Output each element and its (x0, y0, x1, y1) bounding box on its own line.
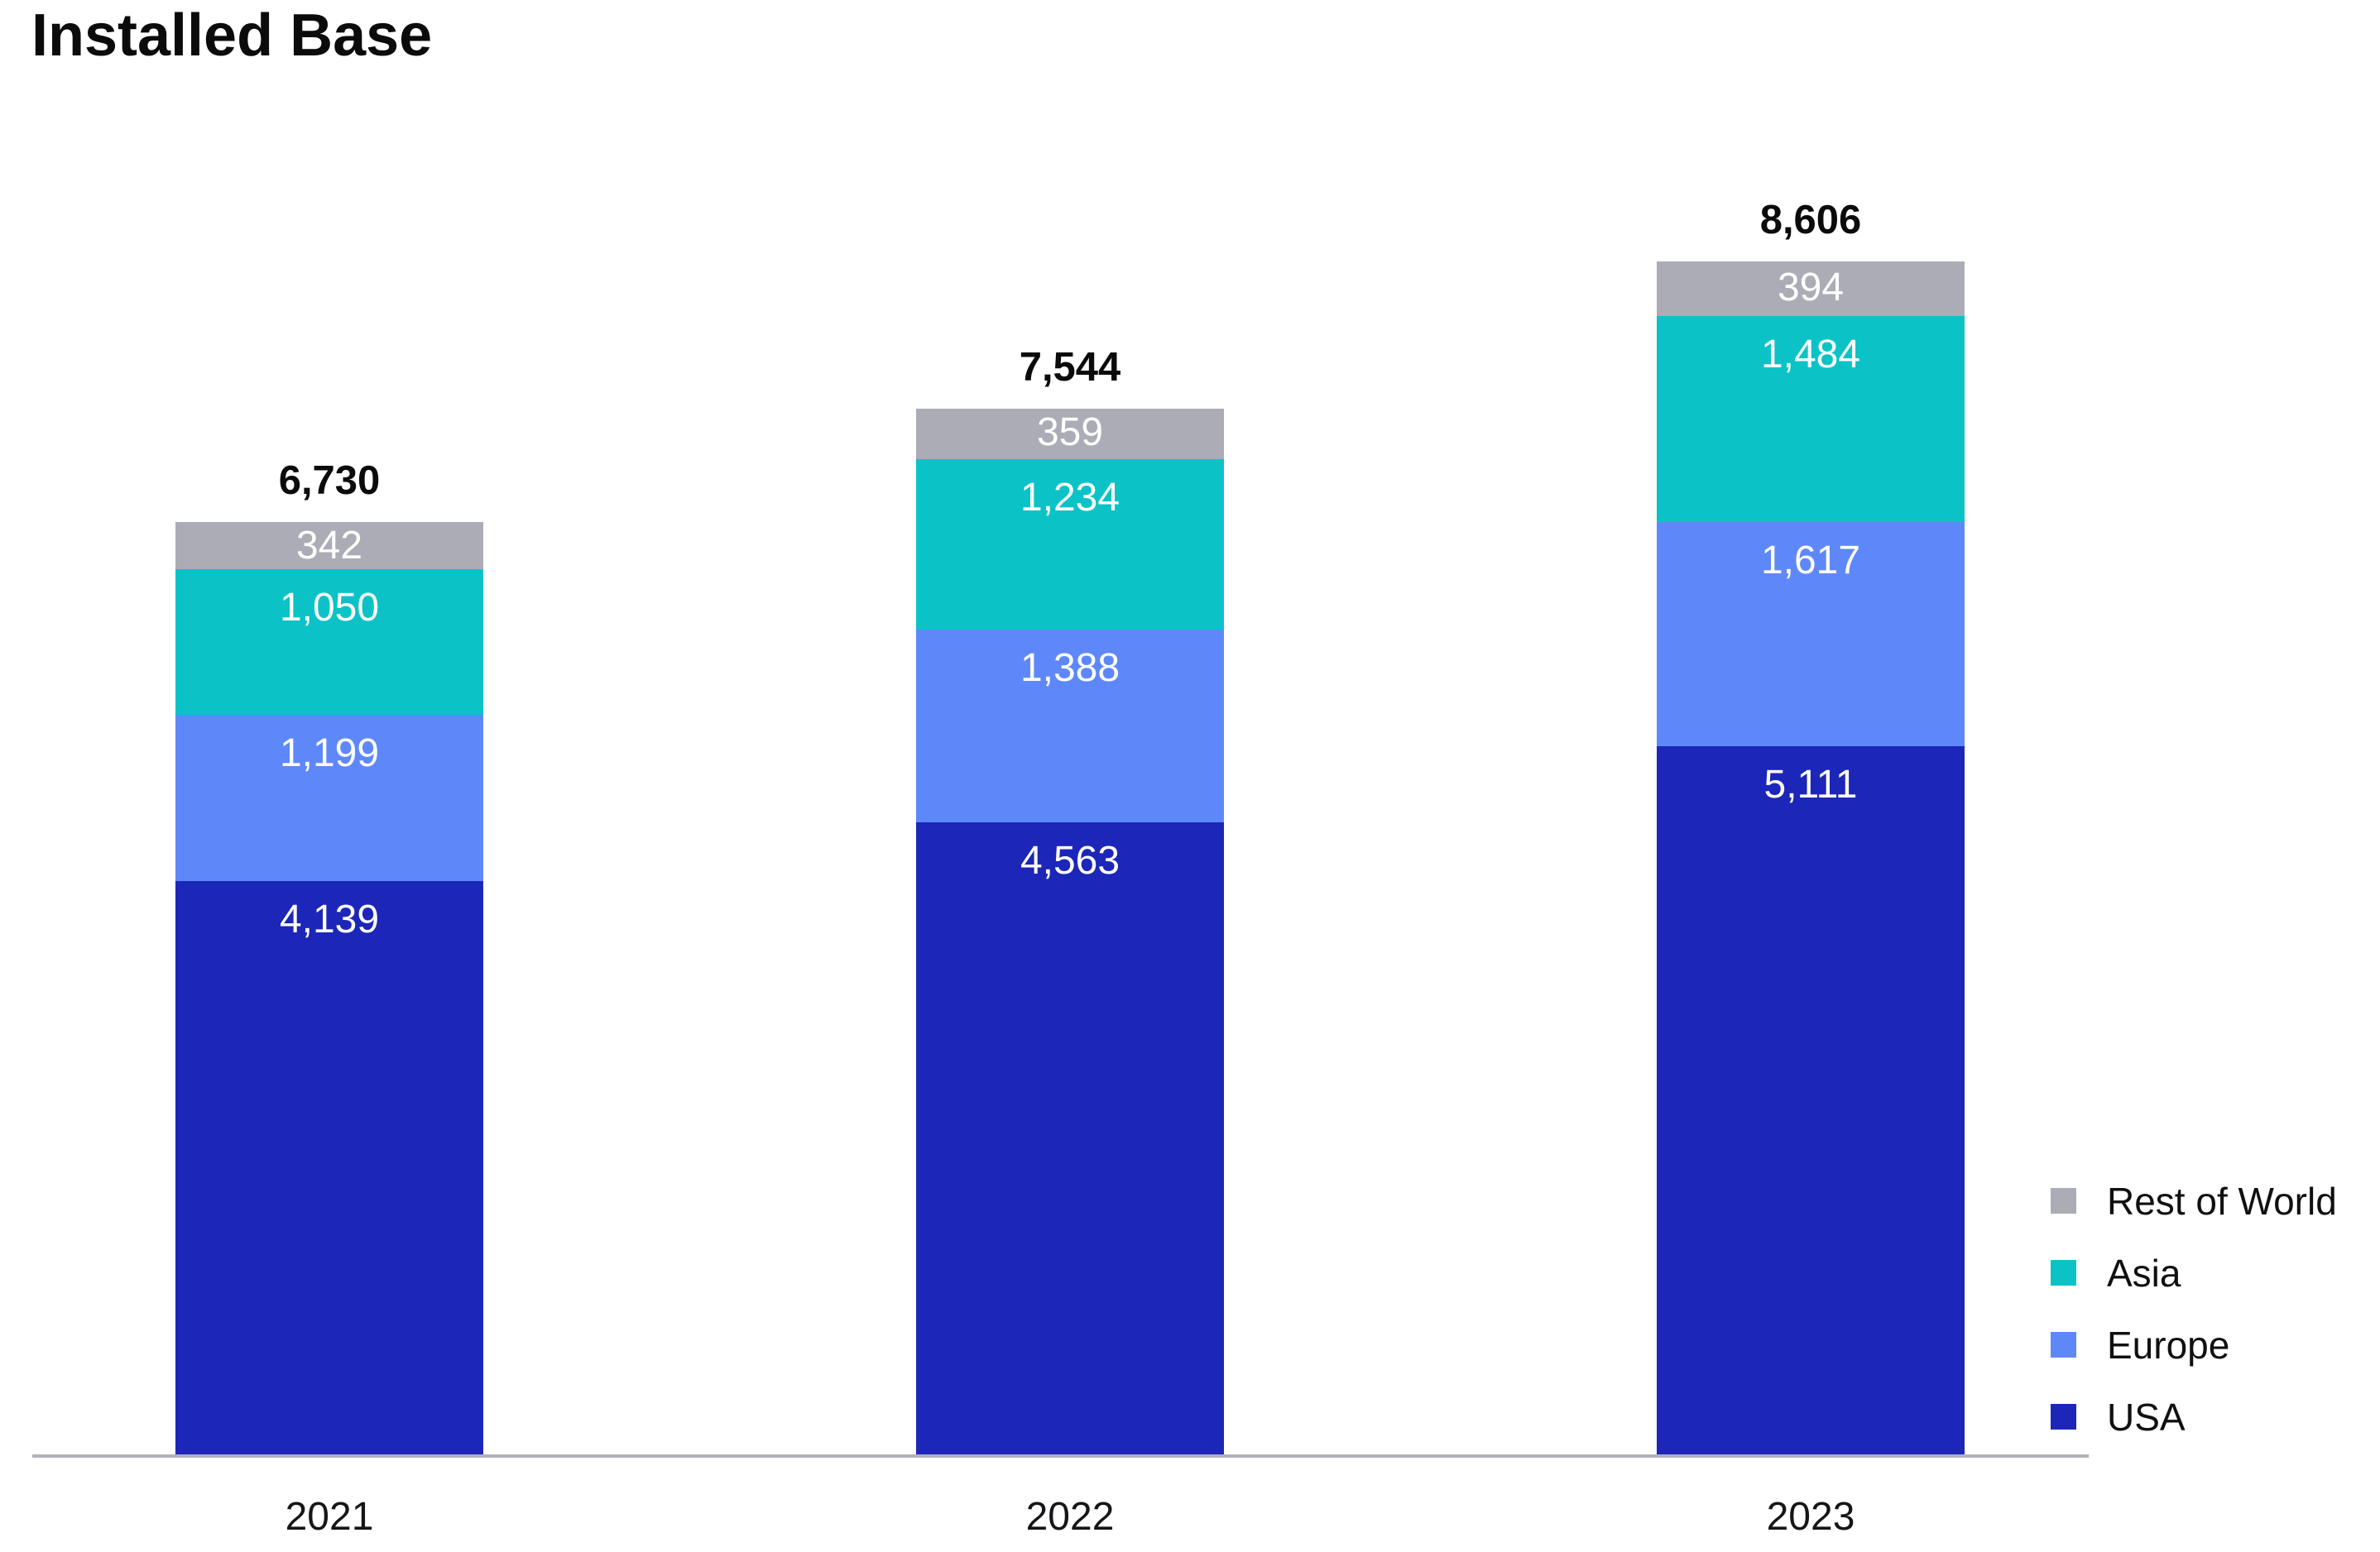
x-axis-label-2023: 2023 (1766, 1495, 1855, 1539)
segment-asia-2021: 1,050 (175, 569, 483, 715)
segment-value-label: 1,050 (279, 586, 380, 630)
legend-item-asia: Asia (2051, 1237, 2337, 1309)
legend-label: USA (2107, 1395, 2186, 1439)
bar-2022: 7,544 359 1,234 1,388 4,563 (916, 345, 1224, 1454)
bar-total-label: 6,730 (278, 457, 381, 503)
bar-stack: 394 1,484 1,617 5,111 (1657, 261, 1965, 1454)
segment-value-label: 394 (1777, 266, 1845, 310)
segment-value-label: 4,139 (279, 897, 380, 941)
bar-stack: 342 1,050 1,199 4,139 (175, 521, 483, 1454)
segment-value-label: 1,199 (279, 730, 380, 775)
legend-swatch-europe (2051, 1332, 2076, 1358)
segment-value-label: 1,484 (1760, 333, 1861, 377)
chart-title: Installed Base (31, 2, 433, 69)
segment-europe-2023: 1,617 (1657, 522, 1965, 746)
segment-europe-2022: 1,388 (916, 630, 1224, 822)
segment-rest-of-world-2022: 359 (916, 409, 1224, 459)
segment-value-label: 1,388 (1020, 646, 1120, 691)
segment-rest-of-world-2021: 342 (175, 521, 483, 569)
legend-swatch-asia (2051, 1260, 2076, 1286)
segment-europe-2021: 1,199 (175, 714, 483, 881)
segment-value-label: 1,617 (1760, 539, 1861, 583)
segment-rest-of-world-2023: 394 (1657, 261, 1965, 317)
segment-value-label: 4,563 (1020, 838, 1120, 883)
x-axis-label-2021: 2021 (285, 1495, 374, 1539)
x-axis-line (32, 1454, 2089, 1458)
legend: Rest of World Asia Europe USA (2051, 1165, 2337, 1453)
segment-asia-2022: 1,234 (916, 458, 1224, 630)
segment-asia-2023: 1,484 (1657, 316, 1965, 523)
segment-value-label: 359 (1036, 410, 1104, 455)
segment-value-label: 1,234 (1020, 475, 1120, 520)
bar-total-label: 8,606 (1759, 198, 1862, 243)
legend-label: Asia (2107, 1251, 2181, 1295)
x-axis-label-2022: 2022 (1025, 1495, 1115, 1539)
bar-2023: 8,606 394 1,484 1,617 5,111 (1657, 198, 1965, 1454)
legend-label: Europe (2107, 1323, 2230, 1367)
segment-usa-2022: 4,563 (916, 822, 1224, 1454)
legend-item-usa: USA (2051, 1381, 2337, 1453)
legend-swatch-usa (2051, 1404, 2076, 1430)
segment-usa-2023: 5,111 (1657, 745, 1965, 1454)
segment-value-label: 342 (295, 523, 363, 568)
legend-item-rest-of-world: Rest of World (2051, 1165, 2337, 1237)
legend-swatch-rest-of-world (2051, 1188, 2076, 1214)
bar-stack: 359 1,234 1,388 4,563 (916, 409, 1224, 1454)
legend-item-europe: Europe (2051, 1309, 2337, 1381)
bar-total-label: 7,544 (1019, 345, 1121, 390)
bar-2021: 6,730 342 1,050 1,199 4,139 (175, 458, 483, 1454)
segment-value-label: 5,111 (1763, 762, 1858, 807)
segment-usa-2021: 4,139 (175, 880, 483, 1454)
legend-label: Rest of World (2107, 1179, 2337, 1223)
